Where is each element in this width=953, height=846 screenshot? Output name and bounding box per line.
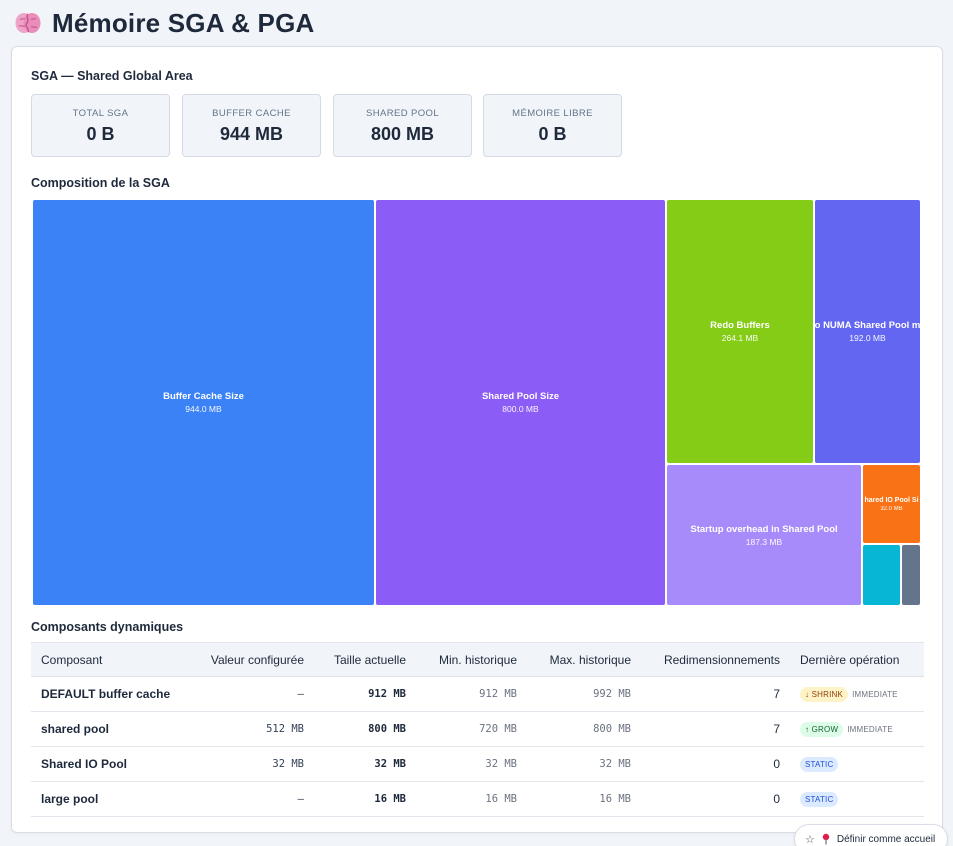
treemap-cell-name: Startup overhead in Shared Pool bbox=[690, 523, 838, 535]
cell-configured: – bbox=[191, 676, 314, 712]
operation-badge: ↑ GROW bbox=[800, 721, 844, 737]
stat-value: 0 B bbox=[538, 124, 567, 144]
cell-current-size: 912 MB bbox=[314, 676, 416, 712]
table-header-row: Composant Valeur configurée Taille actue… bbox=[31, 642, 924, 677]
col-header-component[interactable]: Composant bbox=[31, 642, 191, 677]
operation-badge: STATIC bbox=[800, 756, 839, 772]
cell-configured: 512 MB bbox=[191, 711, 314, 747]
stat-label: BUFFER CACHE bbox=[212, 108, 291, 119]
cell-last-operation: STATIC bbox=[790, 781, 924, 817]
treemap-cell-shared-io-pool[interactable]: hared IO Pool Si 32.0 MB bbox=[863, 465, 920, 543]
treemap-cell-value: 264.1 MB bbox=[721, 333, 759, 343]
set-home-label: Définir comme accueil bbox=[836, 833, 936, 845]
cell-min: 16 MB bbox=[416, 781, 527, 817]
operation-badge: ↓ SHRINK bbox=[800, 686, 849, 702]
treemap-cell-name: o NUMA Shared Pool m bbox=[815, 320, 920, 331]
treemap-cell-buffer-cache[interactable]: Buffer Cache Size 944.0 MB bbox=[33, 200, 374, 605]
operation-mode: IMMEDIATE bbox=[852, 689, 898, 699]
cell-current-size: 16 MB bbox=[314, 781, 416, 817]
cell-configured: – bbox=[191, 781, 314, 817]
treemap-cell-name: hared IO Pool Si bbox=[864, 496, 919, 504]
cell-resizes: 7 bbox=[641, 711, 790, 747]
treemap-cell-redo-buffers[interactable]: Redo Buffers 264.1 MB bbox=[667, 200, 813, 463]
operation-mode: IMMEDIATE bbox=[847, 724, 893, 734]
cell-resizes: 0 bbox=[641, 781, 790, 817]
stat-value: 0 B bbox=[86, 124, 115, 144]
stat-label: TOTAL SGA bbox=[72, 108, 129, 119]
table-row[interactable]: large pool –16 MB 16 MB 16 MB 0 STATIC bbox=[31, 781, 924, 817]
brain-icon bbox=[15, 13, 41, 33]
treemap-cell-numa-shared-pool[interactable]: o NUMA Shared Pool m 192.0 MB bbox=[815, 200, 920, 463]
cell-max: 16 MB bbox=[527, 781, 641, 817]
cell-min: 32 MB bbox=[416, 746, 527, 782]
cell-resizes: 0 bbox=[641, 746, 790, 782]
col-header-configured[interactable]: Valeur configurée bbox=[191, 642, 314, 677]
cell-last-operation: ↓ SHRINK IMMEDIATE bbox=[790, 676, 924, 712]
treemap-cell-name: Shared Pool Size bbox=[481, 391, 560, 402]
stat-total-sga: TOTAL SGA 0 B bbox=[31, 94, 170, 157]
cell-max: 800 MB bbox=[527, 711, 641, 747]
stat-value: 944 MB bbox=[219, 124, 284, 144]
page-header: Mémoire SGA & PGA bbox=[14, 6, 315, 40]
col-header-last-operation[interactable]: Dernière opération bbox=[790, 642, 924, 677]
treemap-cell-value: 944.0 MB bbox=[185, 404, 222, 414]
memory-card: SGA — Shared Global Area TOTAL SGA 0 B B… bbox=[11, 46, 943, 833]
cell-component: shared pool bbox=[31, 711, 191, 747]
cell-min: 720 MB bbox=[416, 711, 527, 747]
cell-last-operation: STATIC bbox=[790, 746, 924, 782]
table-row[interactable]: shared pool 512 MB 800 MB 720 MB 800 MB 7 ↑ GR… bbox=[31, 711, 924, 747]
stat-label: MÉMOIRE LIBRE bbox=[512, 108, 593, 119]
cell-resizes: 7 bbox=[641, 676, 790, 712]
col-header-resizes[interactable]: Redimensionnements bbox=[641, 642, 790, 677]
sga-treemap: Buffer Cache Size 944.0 MB Shared Pool S… bbox=[32, 199, 922, 607]
composition-section-title: Composition de la SGA bbox=[31, 176, 170, 190]
treemap-cell-value: 32.0 MB bbox=[880, 505, 903, 512]
treemap-cell-small-cyan[interactable] bbox=[863, 545, 900, 605]
treemap-cell-small-slate[interactable] bbox=[902, 545, 920, 605]
set-home-button[interactable]: ☆ Définir comme accueil bbox=[794, 824, 948, 846]
treemap-cell-value: 192.0 MB bbox=[849, 333, 886, 343]
treemap-cell-shared-pool[interactable]: Shared Pool Size 800.0 MB bbox=[376, 200, 665, 605]
sga-section-title: SGA — Shared Global Area bbox=[31, 69, 193, 83]
treemap-cell-startup-overhead[interactable]: Startup overhead in Shared Pool 187.3 MB bbox=[667, 465, 861, 605]
page-title: Mémoire SGA & PGA bbox=[52, 7, 315, 38]
pin-icon bbox=[822, 833, 830, 845]
cell-last-operation: ↑ GROW IMMEDIATE bbox=[790, 711, 924, 747]
table-row[interactable]: DEFAULT buffer cache –912 MB 912 MB 992 MB 7… bbox=[31, 676, 924, 712]
stat-free-memory: MÉMOIRE LIBRE 0 B bbox=[483, 94, 622, 157]
cell-component: DEFAULT buffer cache bbox=[31, 676, 191, 712]
dynamic-components-table: Composant Valeur configurée Taille actue… bbox=[31, 642, 924, 817]
cell-max: 992 MB bbox=[527, 676, 641, 712]
stat-label: SHARED POOL bbox=[365, 108, 440, 119]
col-header-min[interactable]: Min. historique bbox=[416, 642, 527, 677]
star-icon: ☆ bbox=[805, 833, 815, 846]
treemap-cell-name: Buffer Cache Size bbox=[163, 391, 244, 402]
stat-buffer-cache: BUFFER CACHE 944 MB bbox=[182, 94, 321, 157]
cell-component: large pool bbox=[31, 781, 191, 817]
cell-configured: 32 MB bbox=[191, 746, 314, 782]
cell-min: 912 MB bbox=[416, 676, 527, 712]
operation-badge: STATIC bbox=[800, 791, 839, 807]
cell-component: Shared IO Pool bbox=[31, 746, 191, 782]
cell-current-size: 32 MB bbox=[314, 746, 416, 782]
treemap-cell-value: 800.0 MB bbox=[502, 404, 539, 414]
table-row[interactable]: Shared IO Pool 32 MB 32 MB 32 MB 32 MB 0 STATI… bbox=[31, 746, 924, 782]
col-header-current-size[interactable]: Taille actuelle bbox=[314, 642, 416, 677]
stat-value: 800 MB bbox=[370, 124, 435, 144]
treemap-cell-name: Redo Buffers bbox=[710, 320, 770, 331]
cell-current-size: 800 MB bbox=[314, 711, 416, 747]
treemap-cell-value: 187.3 MB bbox=[745, 536, 783, 547]
stat-shared-pool: SHARED POOL 800 MB bbox=[333, 94, 472, 157]
dynamic-section-title: Composants dynamiques bbox=[31, 620, 184, 634]
cell-max: 32 MB bbox=[527, 746, 641, 782]
col-header-max[interactable]: Max. historique bbox=[527, 642, 641, 677]
